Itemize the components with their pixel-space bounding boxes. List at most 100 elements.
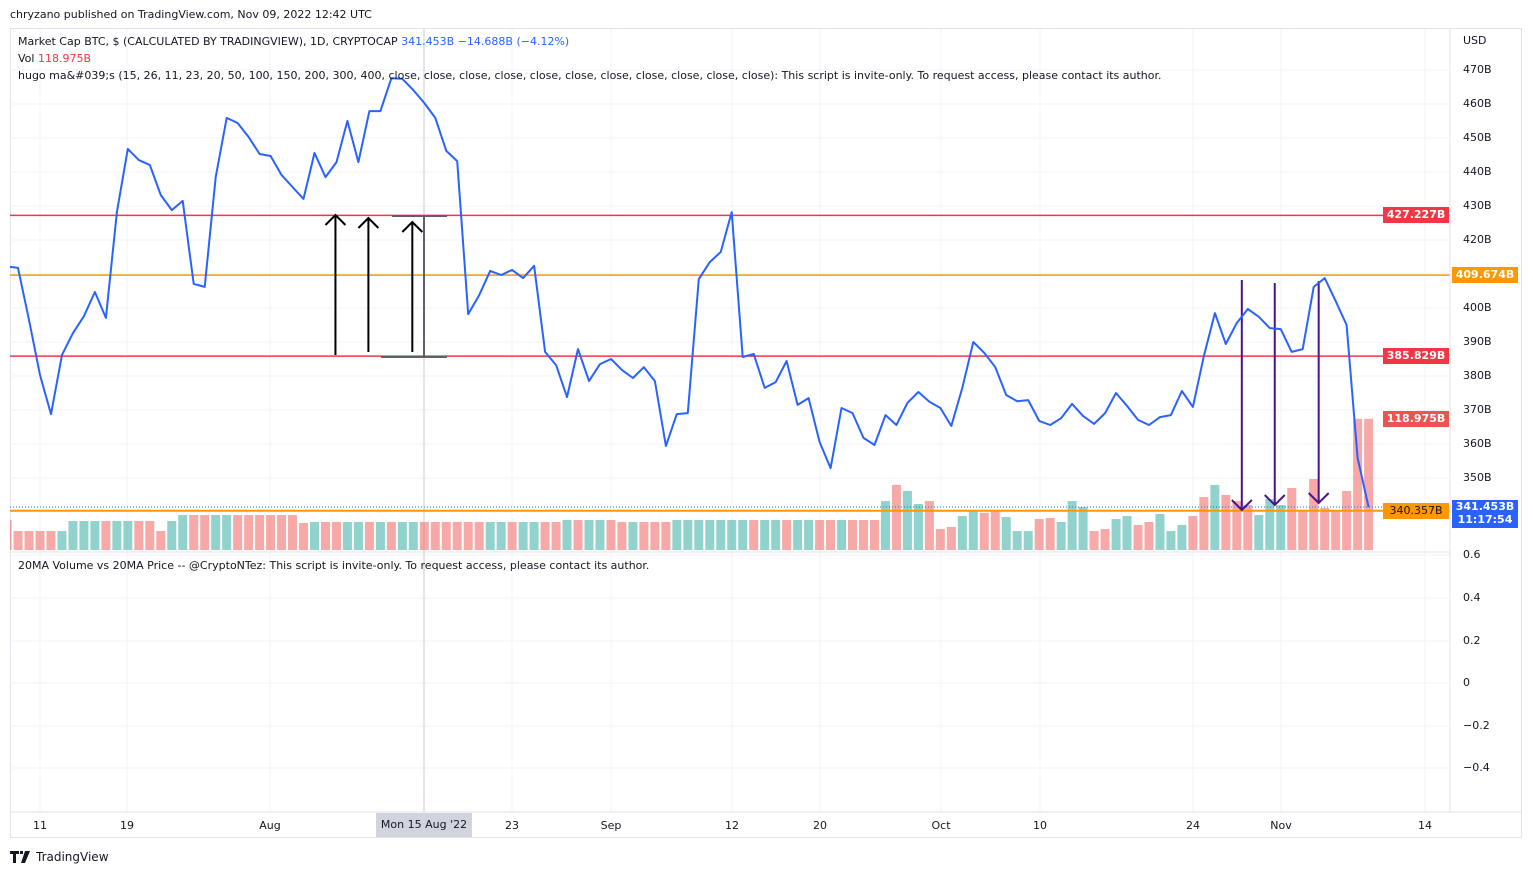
volume-bar — [650, 521, 660, 550]
time-tick: 19 — [120, 819, 134, 832]
volume-bar — [178, 515, 188, 550]
volume-bar — [288, 515, 298, 550]
volume-bar — [1001, 517, 1011, 550]
volume-bar — [869, 520, 879, 550]
volume-bar — [112, 521, 122, 550]
volume-bar — [562, 520, 572, 550]
down-arrow-drawing[interactable] — [1264, 283, 1286, 507]
volume-bar — [1309, 478, 1319, 550]
volume-bar — [13, 531, 23, 550]
tradingview-logo-icon — [10, 851, 30, 863]
volume-bar — [957, 516, 967, 550]
volume-bar — [1111, 519, 1121, 550]
time-tick: 20 — [813, 819, 827, 832]
volume-bar — [507, 521, 517, 550]
volume-bar — [463, 521, 473, 550]
volume-bar — [793, 520, 803, 550]
volume-bar — [1342, 491, 1352, 550]
vol-value: 118.975B — [37, 52, 92, 65]
up-arrow-drawing[interactable] — [357, 216, 380, 352]
price-tick: 380B — [1463, 369, 1492, 382]
time-tick: 24 — [1186, 819, 1200, 832]
volume-bar — [1023, 531, 1033, 550]
volume-bar — [628, 521, 638, 550]
volume-bar — [551, 521, 561, 550]
lower-axis-tick: 0.2 — [1463, 634, 1481, 647]
main-legend[interactable]: Market Cap BTC, $ (CALCULATED BY TRADING… — [18, 35, 569, 48]
time-tick: 10 — [1033, 819, 1047, 832]
volume-bar — [123, 521, 133, 550]
price-label-text: 340.357B — [1389, 503, 1443, 517]
up-arrow-drawing[interactable] — [324, 213, 347, 355]
volume-bar — [584, 520, 594, 550]
volume-bar — [518, 521, 528, 550]
volume-bar — [880, 501, 890, 550]
volume-bar — [924, 501, 934, 550]
volume-bar — [891, 484, 901, 550]
lower-axis-tick: −0.4 — [1463, 761, 1490, 774]
price-label: 341.453B 11:17:54 — [1452, 500, 1518, 529]
market-cap-line[interactable] — [9, 77, 1370, 508]
volume-bar — [935, 529, 945, 550]
volume-bar — [760, 520, 770, 550]
volume-bar — [946, 526, 956, 550]
tradingview-logo[interactable]: TradingView — [10, 850, 109, 864]
volume-bar — [496, 521, 506, 550]
chart-frame — [10, 28, 1522, 838]
volume-bar — [913, 504, 923, 550]
volume-bar — [540, 521, 550, 550]
price-tick: 440B — [1463, 165, 1492, 178]
price-tick: 370B — [1463, 403, 1492, 416]
drawings — [324, 213, 1330, 512]
volume-bar — [1133, 524, 1143, 550]
down-arrow-drawing[interactable] — [1231, 280, 1253, 512]
volume-bar — [782, 520, 792, 550]
volume-bar — [1210, 484, 1220, 550]
indicator-legend-hugo[interactable]: hugo ma&#039;s (15, 26, 11, 23, 20, 50, … — [18, 69, 1162, 82]
currency-label: USD — [1463, 34, 1487, 47]
volume-bar — [804, 520, 814, 550]
indicator-legend-20ma[interactable]: 20MA Volume vs 20MA Price -- @CryptoNTez… — [18, 559, 650, 572]
volume-bar — [1045, 518, 1055, 550]
time-tick: Nov — [1270, 819, 1292, 832]
volume-bar — [705, 520, 715, 550]
down-arrow-drawing[interactable] — [1307, 281, 1330, 505]
volume-bar — [1067, 501, 1077, 550]
price-tick: 360B — [1463, 437, 1492, 450]
volume-bar — [837, 520, 847, 550]
volume-bar — [595, 520, 605, 550]
volume-bar — [134, 521, 144, 550]
volume-bar — [46, 531, 56, 550]
up-arrow-drawing[interactable] — [401, 220, 424, 352]
volume-bar — [79, 521, 89, 550]
volume-bar — [979, 512, 989, 550]
volume-bar — [573, 520, 583, 550]
price-tick: 470B — [1463, 63, 1492, 76]
volume-legend[interactable]: Vol 118.975B — [18, 52, 91, 65]
volume-bar — [189, 515, 199, 550]
volume-bar — [1177, 524, 1187, 550]
volume-bar — [1221, 494, 1231, 550]
volume-bar — [299, 522, 309, 550]
volume-bar — [683, 520, 693, 550]
volume-bar — [331, 521, 341, 550]
volume-bar — [90, 521, 100, 550]
volume-bar — [1331, 509, 1341, 550]
volume-bar — [738, 520, 748, 550]
volume-bar — [35, 531, 45, 550]
volume-bar — [145, 521, 155, 550]
price-label: 385.829B — [1383, 348, 1449, 365]
volume-bar — [167, 521, 177, 550]
price-tick: 420B — [1463, 233, 1492, 246]
volume-bar — [1287, 488, 1297, 550]
volume-bar — [727, 520, 737, 550]
volume-bar — [408, 521, 418, 550]
volume-bar — [310, 521, 319, 550]
volume-bar — [474, 521, 484, 550]
volume-bar — [1078, 507, 1088, 550]
price-tick: 390B — [1463, 335, 1492, 348]
volume-bar — [342, 521, 352, 550]
volume-bar — [397, 521, 407, 550]
